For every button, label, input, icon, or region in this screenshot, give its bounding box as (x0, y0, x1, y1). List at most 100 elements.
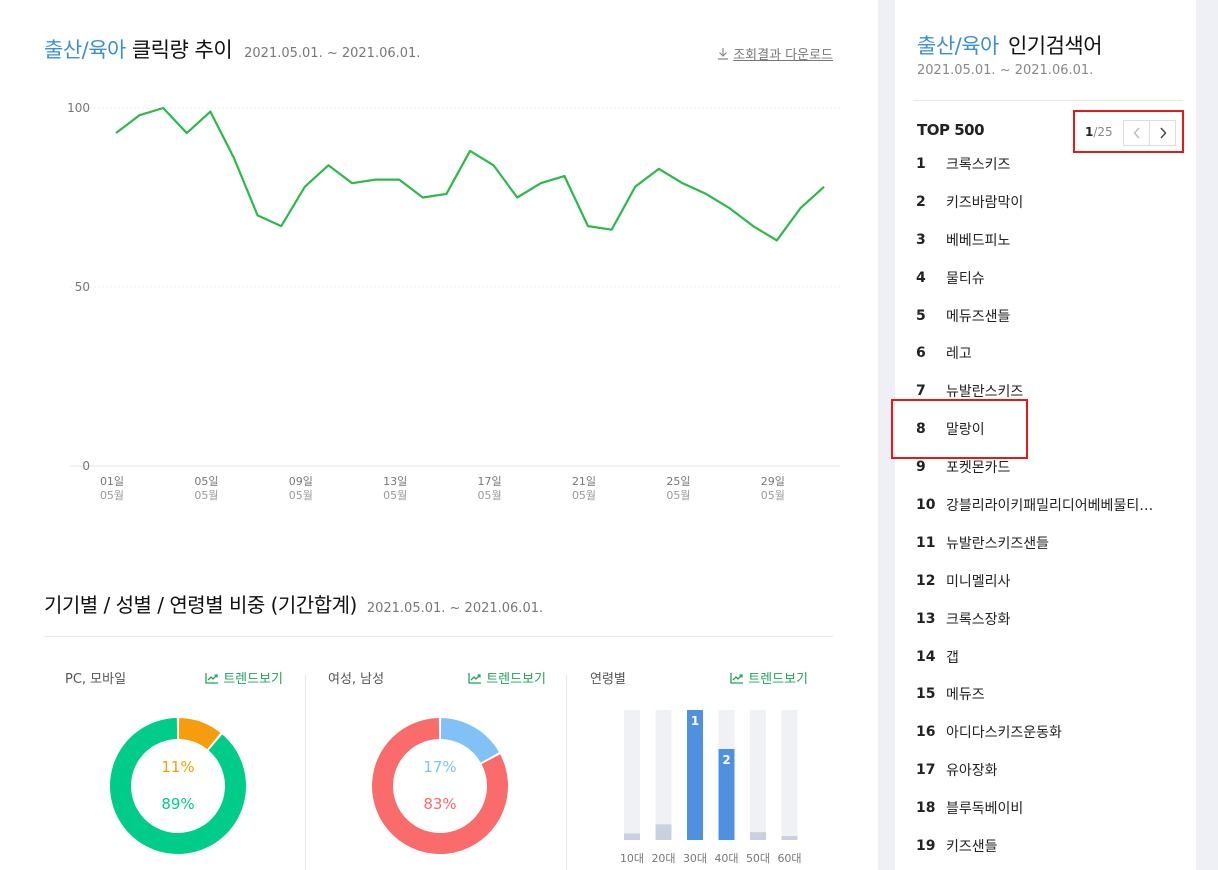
age-trend-button[interactable]: 트렌드보기 (730, 668, 808, 687)
rank-number: 16 (916, 724, 936, 741)
keyword-rank-item[interactable]: 4 물티슈 (916, 259, 1181, 297)
keyword-rank-item[interactable]: 19 키즈샌들 (916, 827, 1181, 865)
keyword-rank-item[interactable]: 1 크록스키즈 (916, 145, 1181, 183)
rank-keyword: 말랑이 (946, 422, 985, 439)
age-rank-label: 2 (722, 753, 730, 767)
keyword-rank-item[interactable]: 16 아디다스키즈운동화 (916, 713, 1181, 751)
prev-page-button[interactable] (1123, 120, 1150, 146)
page-title: 출산/육아 클릭량 추이 2021.05.01. ~ 2021.06.01. (44, 34, 420, 64)
rank-keyword: 갭 (946, 649, 959, 666)
pc-slice (178, 718, 221, 750)
main-content: 출산/육아 클릭량 추이 2021.05.01. ~ 2021.06.01. 조… (44, 34, 840, 870)
rank-keyword: 키즈바람막이 (946, 194, 1024, 211)
title-text: 클릭량 추이 (131, 38, 233, 62)
age-bar (687, 710, 703, 840)
rank-keyword: 유아장화 (946, 763, 998, 780)
rank-number: 15 (916, 686, 936, 703)
rank-keyword: 베베드피노 (946, 232, 1011, 249)
title-category: 출산/육아 (44, 38, 126, 62)
keyword-rank-item[interactable]: 10 강블리라이키패밀리디어베베물티… (916, 486, 1181, 524)
keyword-rank-item[interactable]: 15 메듀즈 (916, 675, 1181, 713)
panel-divider (305, 675, 306, 870)
x-tick-day: 09일 (289, 474, 313, 488)
rank-keyword: 메듀즈 (946, 687, 985, 704)
keyword-rank-item[interactable]: 6 레고 (916, 334, 1181, 372)
x-tick-month: 05월 (383, 489, 407, 502)
device-panel-label: PC, 모바일 (65, 672, 127, 687)
rank-keyword: 아디다스키즈운동화 (946, 725, 1062, 742)
chevron-left-icon (1133, 127, 1140, 139)
trend-icon (205, 672, 219, 684)
keyword-rank-list: 1 크록스키즈 2 키즈바람막이 3 베베드피노 4 물티슈 5 메듀즈샌들 6 레고 7 뉴발란스키즈 8… (916, 145, 1181, 865)
title-date-range: 2021.05.01. ~ 2021.06.01. (244, 46, 421, 61)
keyword-rank-item[interactable]: 7 뉴발란스키즈 (916, 372, 1181, 410)
x-tick-month: 05월 (194, 489, 218, 502)
page-indicator: 1/25 (1085, 125, 1113, 139)
click-trend-chart: 10050001일05월05일05월09일05월13일05월17일05월21일0… (67, 101, 840, 502)
age-bar-track (655, 710, 672, 840)
trend-icon (468, 672, 482, 684)
rank-keyword: 미니멜리사 (946, 573, 1011, 590)
rank-number: 9 (916, 459, 926, 476)
age-group-label: 40대 (714, 852, 738, 865)
keyword-rank-item[interactable]: 13 크록스장화 (916, 600, 1181, 638)
x-tick-day: 29일 (761, 474, 785, 488)
keyword-rank-item[interactable]: 11 뉴발란스키즈샌들 (916, 524, 1181, 562)
female-slice (372, 718, 508, 854)
age-panel-label: 연령별 (590, 672, 626, 687)
section2-title: 기기별 / 성별 / 연령별 비중 (기간합계) 2021.05.01. ~ 2… (44, 589, 543, 618)
chevron-right-icon (1159, 127, 1166, 139)
gender-panel-label: 여성, 남성 (328, 672, 385, 687)
y-tick-label: 0 (82, 459, 90, 473)
keyword-rank-item[interactable]: 18 블루독베이비 (916, 789, 1181, 827)
rank-number: 14 (916, 648, 936, 665)
x-tick-month: 05월 (100, 489, 124, 502)
x-tick-month: 05월 (572, 489, 596, 502)
male-pct-label: 17% (423, 758, 456, 776)
age-bar (781, 836, 798, 840)
sidebar-title-text: 인기검색어 (1007, 34, 1103, 58)
age-rank-label: 1 (691, 714, 699, 728)
rank-number: 11 (916, 534, 936, 551)
rank-keyword: 포켓몬카드 (946, 460, 1011, 477)
female-pct-label: 83% (423, 795, 456, 813)
keyword-rank-item[interactable]: 8 말랑이 (916, 410, 1181, 448)
panel-divider (566, 675, 567, 870)
gender-trend-button[interactable]: 트렌드보기 (468, 668, 546, 687)
rank-keyword: 블루독베이비 (946, 801, 1024, 818)
rank-keyword: 레고 (946, 346, 972, 363)
y-tick-label: 50 (75, 280, 90, 294)
keyword-rank-item[interactable]: 17 유아장화 (916, 751, 1181, 789)
keyword-rank-item[interactable]: 12 미니멜리사 (916, 562, 1181, 600)
top-label: TOP 500 (917, 121, 985, 139)
rank-keyword: 크록스키즈 (946, 156, 1011, 173)
x-tick-day: 01일 (100, 474, 124, 488)
sidebar-divider (913, 100, 1183, 101)
section2-date-range: 2021.05.01. ~ 2021.06.01. (366, 601, 544, 616)
section2-divider (44, 636, 833, 637)
download-label: 조회결과 다운로드 (733, 48, 833, 63)
age-bar-track (750, 710, 766, 840)
keyword-rank-item[interactable]: 3 베베드피노 (916, 221, 1181, 259)
device-trend-button[interactable]: 트렌드보기 (205, 668, 283, 687)
rank-number: 17 (916, 762, 936, 779)
rank-number: 10 (916, 496, 936, 513)
mobile-slice (109, 718, 246, 854)
age-bar-track (781, 710, 798, 840)
rank-keyword: 키즈샌들 (946, 838, 998, 855)
keyword-rank-item[interactable]: 5 메듀즈샌들 (916, 297, 1181, 335)
page-current: 1 (1085, 125, 1094, 139)
x-tick-day: 13일 (383, 474, 407, 488)
rank-number: 5 (916, 307, 926, 324)
male-slice (440, 718, 500, 763)
keyword-rank-item[interactable]: 14 갭 (916, 638, 1181, 676)
next-page-button[interactable] (1149, 120, 1176, 146)
age-panel: 연령별 트렌드보기 (590, 668, 808, 870)
rank-number: 13 (916, 610, 936, 627)
trend-icon (730, 672, 744, 684)
keyword-rank-item[interactable]: 2 키즈바람막이 (916, 183, 1181, 221)
keyword-rank-item[interactable]: 9 포켓몬카드 (916, 448, 1181, 486)
download-results-link[interactable]: 조회결과 다운로드 (717, 44, 833, 63)
rank-number: 3 (916, 231, 926, 248)
